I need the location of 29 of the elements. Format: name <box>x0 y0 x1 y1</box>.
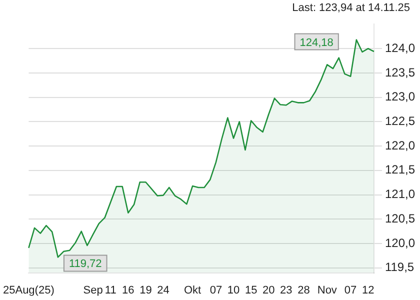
x-tick-label: 10 <box>227 284 240 296</box>
x-tick-label: 19 <box>140 284 152 296</box>
x-tick-label: 16 <box>122 284 134 296</box>
y-tick-label: 121,5 <box>384 162 416 177</box>
y-tick-label: 120,5 <box>384 211 416 226</box>
x-tick-label: 23 <box>280 284 292 296</box>
x-tick-label: Sep <box>83 284 103 296</box>
y-tick-label: 123,0 <box>384 90 416 104</box>
y-tick-label: 123,5 <box>384 65 416 80</box>
x-tick-label: 25Aug(25) <box>2 284 54 296</box>
y-tick-label: 121,0 <box>384 187 416 202</box>
x-tick-label: 28 <box>298 284 310 296</box>
x-tick-label: Okt <box>184 284 202 296</box>
y-tick-label: 119,5 <box>384 260 414 274</box>
y-tick-label: 120,0 <box>384 236 416 250</box>
x-tick-label: 20 <box>262 284 275 296</box>
x-tick-label: 24 <box>157 284 170 296</box>
x-tick-label: 07 <box>344 284 357 296</box>
x-tick-label: Nov <box>317 284 338 296</box>
annotation: 119,72 <box>68 258 102 270</box>
x-tick-label: 11 <box>104 284 116 296</box>
x-tick-label: 07 <box>210 284 222 296</box>
y-tick-label: 124,0 <box>384 40 416 55</box>
chart-title: Last: 123,94 at 14.11.25 <box>292 2 410 14</box>
x-tick-label: 15 <box>244 284 258 296</box>
y-tick-label: 122,5 <box>384 114 416 128</box>
x-tick-label: 12 <box>362 284 374 296</box>
y-tick-label: 122,0 <box>384 138 416 152</box>
annotation: 124,18 <box>300 36 334 49</box>
